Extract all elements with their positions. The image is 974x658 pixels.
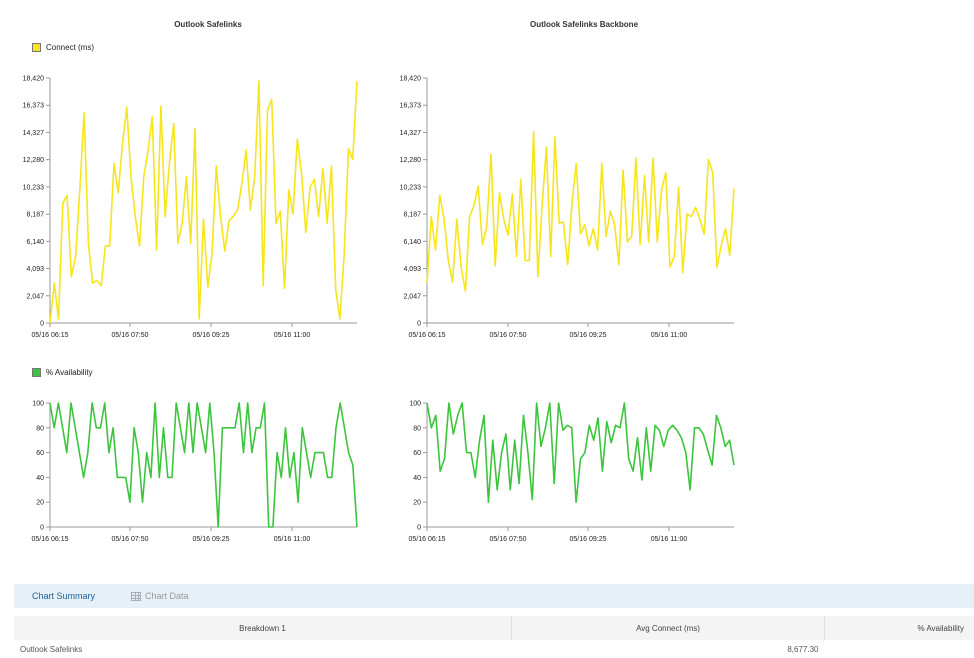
y-tick-label-backbone-connect: 8,187	[403, 212, 421, 219]
row-avg-connect: 8,677.30	[512, 640, 825, 658]
tab-chart-data-label: Chart Data	[145, 591, 189, 601]
x-tick-label-safelinks-connect: 05/16 09:25	[193, 332, 230, 339]
y-tick-label-safelinks-availability: 0	[40, 525, 44, 532]
y-tick-label-safelinks-connect: 12,280	[23, 157, 45, 164]
column-header-breakdown[interactable]: Breakdown 1	[14, 616, 512, 640]
y-tick-label-safelinks-connect: 6,140	[26, 239, 44, 246]
chart-tabbar: Chart Summary Chart Data	[14, 584, 974, 608]
y-tick-label-backbone-connect: 18,420	[400, 76, 422, 83]
y-tick-label-backbone-connect: 14,327	[400, 130, 422, 137]
y-tick-label-backbone-availability: 100	[409, 401, 421, 408]
y-tick-label-safelinks-connect: 16,373	[23, 103, 45, 110]
y-tick-label-safelinks-connect: 8,187	[26, 212, 44, 219]
y-tick-label-safelinks-connect: 18,420	[23, 76, 45, 83]
x-tick-label-safelinks-availability: 05/16 06:15	[32, 536, 69, 543]
y-tick-label-backbone-connect: 6,140	[403, 239, 421, 246]
y-tick-label-safelinks-availability: 40	[36, 475, 44, 482]
y-tick-label-safelinks-availability: 80	[36, 425, 44, 432]
table-grid-icon	[131, 592, 141, 601]
x-tick-label-backbone-connect: 05/16 06:15	[409, 332, 446, 339]
y-tick-label-safelinks-connect: 2,047	[26, 293, 44, 300]
x-tick-label-safelinks-connect: 05/16 07:50	[112, 332, 149, 339]
tab-chart-summary[interactable]: Chart Summary	[32, 591, 95, 601]
y-tick-label-backbone-availability: 20	[413, 500, 421, 507]
y-tick-label-safelinks-availability: 20	[36, 500, 44, 507]
x-tick-label-safelinks-availability: 05/16 07:50	[112, 536, 149, 543]
y-tick-label-safelinks-connect: 4,093	[26, 266, 44, 273]
x-tick-label-backbone-availability: 05/16 06:15	[409, 536, 446, 543]
x-tick-label-backbone-connect: 05/16 07:50	[490, 332, 527, 339]
y-tick-label-safelinks-connect: 0	[40, 321, 44, 328]
x-tick-label-safelinks-connect: 05/16 11:00	[274, 332, 311, 339]
series-line-backbone-connect	[427, 132, 734, 292]
x-tick-label-safelinks-availability: 05/16 09:25	[193, 536, 230, 543]
row-name: Outlook Safelinks	[14, 640, 512, 658]
y-tick-label-safelinks-availability: 100	[32, 401, 44, 408]
column-header-availability[interactable]: % Availability	[825, 616, 974, 640]
x-tick-label-backbone-availability: 05/16 07:50	[490, 536, 527, 543]
y-tick-label-backbone-availability: 80	[413, 425, 421, 432]
summary-table: Breakdown 1 Avg Connect (ms) % Availabil…	[14, 616, 974, 658]
series-line-safelinks-connect	[50, 81, 357, 323]
x-tick-label-safelinks-connect: 05/16 06:15	[32, 332, 69, 339]
row-availability	[825, 640, 974, 658]
y-tick-label-backbone-connect: 12,280	[400, 157, 422, 164]
x-tick-label-backbone-connect: 05/16 09:25	[570, 332, 607, 339]
y-tick-label-safelinks-availability: 60	[36, 450, 44, 457]
series-line-safelinks-availability	[50, 403, 357, 527]
y-tick-label-backbone-connect: 16,373	[400, 103, 422, 110]
table-row[interactable]: Outlook Safelinks 8,677.30	[14, 640, 974, 658]
y-tick-label-backbone-connect: 2,047	[403, 293, 421, 300]
tab-chart-data[interactable]: Chart Data	[131, 591, 189, 601]
y-tick-label-safelinks-connect: 14,327	[23, 130, 45, 137]
y-tick-label-backbone-availability: 40	[413, 475, 421, 482]
y-tick-label-backbone-connect: 0	[417, 321, 421, 328]
x-tick-label-safelinks-availability: 05/16 11:00	[274, 536, 311, 543]
y-tick-label-safelinks-connect: 10,233	[23, 184, 45, 191]
y-tick-label-backbone-availability: 0	[417, 525, 421, 532]
x-tick-label-backbone-availability: 05/16 11:00	[651, 536, 688, 543]
y-tick-label-backbone-availability: 60	[413, 450, 421, 457]
x-tick-label-backbone-connect: 05/16 11:00	[651, 332, 688, 339]
series-line-backbone-availability	[427, 403, 734, 502]
y-tick-label-backbone-connect: 4,093	[403, 266, 421, 273]
x-tick-label-backbone-availability: 05/16 09:25	[570, 536, 607, 543]
column-header-avg-connect[interactable]: Avg Connect (ms)	[512, 616, 825, 640]
y-tick-label-backbone-connect: 10,233	[400, 184, 422, 191]
